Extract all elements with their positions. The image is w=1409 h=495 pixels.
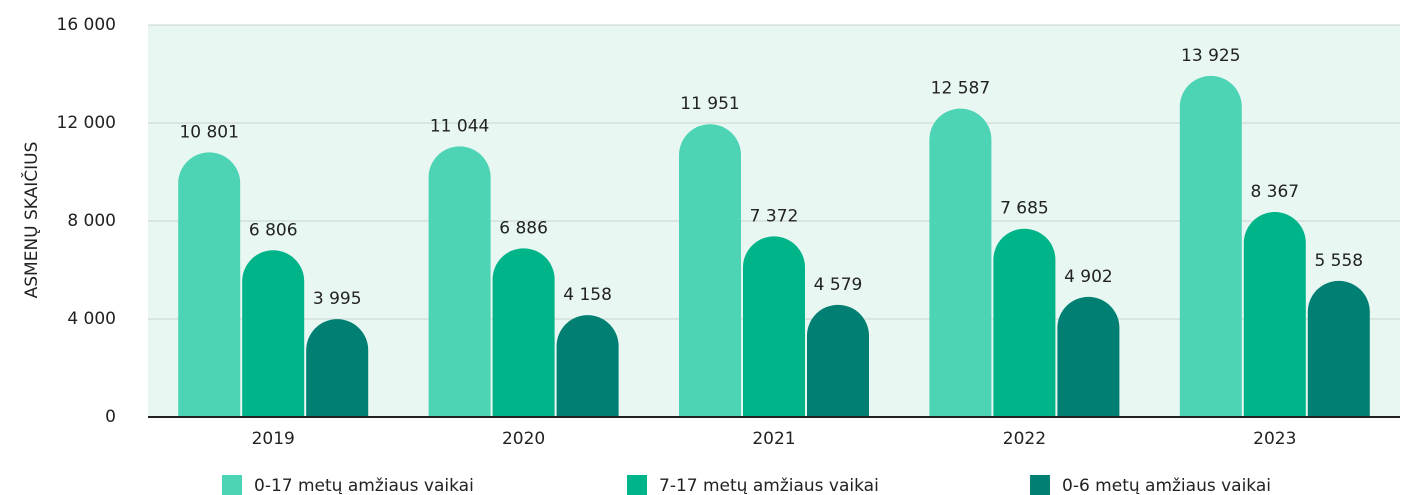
bar (242, 250, 305, 417)
x-tick-label: 2022 (1003, 429, 1046, 449)
y-tick-label: 4 000 (67, 309, 116, 329)
y-tick-label: 12 000 (57, 113, 116, 133)
bar (178, 152, 241, 417)
legend-label: 0-17 metų amžiaus vaikai (254, 476, 474, 495)
bar (428, 146, 491, 417)
value-label: 7 685 (1000, 199, 1049, 219)
value-label: 4 579 (814, 275, 863, 295)
y-tick-label: 0 (105, 407, 116, 427)
value-label: 5 558 (1314, 251, 1363, 271)
value-label: 11 951 (680, 94, 739, 114)
x-tick-label: 2023 (1253, 429, 1296, 449)
bar (1057, 296, 1120, 417)
bar (929, 108, 992, 417)
value-label: 7 372 (750, 206, 799, 226)
y-tick-label: 16 000 (57, 15, 116, 35)
bar (679, 124, 741, 417)
value-label: 4 158 (563, 285, 612, 305)
value-label: 13 925 (1181, 46, 1240, 66)
value-label: 12 587 (931, 79, 990, 99)
value-label: 6 806 (249, 220, 298, 240)
bar (1179, 75, 1242, 417)
y-tick-label: 8 000 (67, 211, 116, 231)
value-label: 3 995 (313, 289, 362, 309)
bar (1243, 212, 1306, 417)
y-axis-label: ASMENŲ SKAIČIUS (20, 142, 42, 299)
bar (492, 248, 555, 417)
bar (993, 228, 1056, 417)
bar (306, 319, 369, 417)
value-label: 6 886 (499, 218, 548, 238)
bar (743, 236, 805, 417)
bar (807, 304, 869, 417)
value-label: 10 801 (179, 122, 238, 142)
x-tick-label: 2021 (752, 429, 795, 449)
legend-swatch (627, 475, 647, 495)
value-label: 11 044 (430, 116, 489, 136)
x-tick-label: 2020 (502, 429, 545, 449)
bar (556, 315, 619, 417)
legend-swatch (1030, 475, 1050, 495)
legend-label: 0-6 metų amžiaus vaikai (1062, 476, 1271, 495)
value-label: 4 902 (1064, 267, 1113, 287)
x-tick-label: 2019 (252, 429, 295, 449)
legend-swatch (222, 475, 242, 495)
bar (1307, 280, 1370, 417)
legend-label: 7-17 metų amžiaus vaikai (659, 476, 879, 495)
value-label: 8 367 (1250, 182, 1299, 202)
